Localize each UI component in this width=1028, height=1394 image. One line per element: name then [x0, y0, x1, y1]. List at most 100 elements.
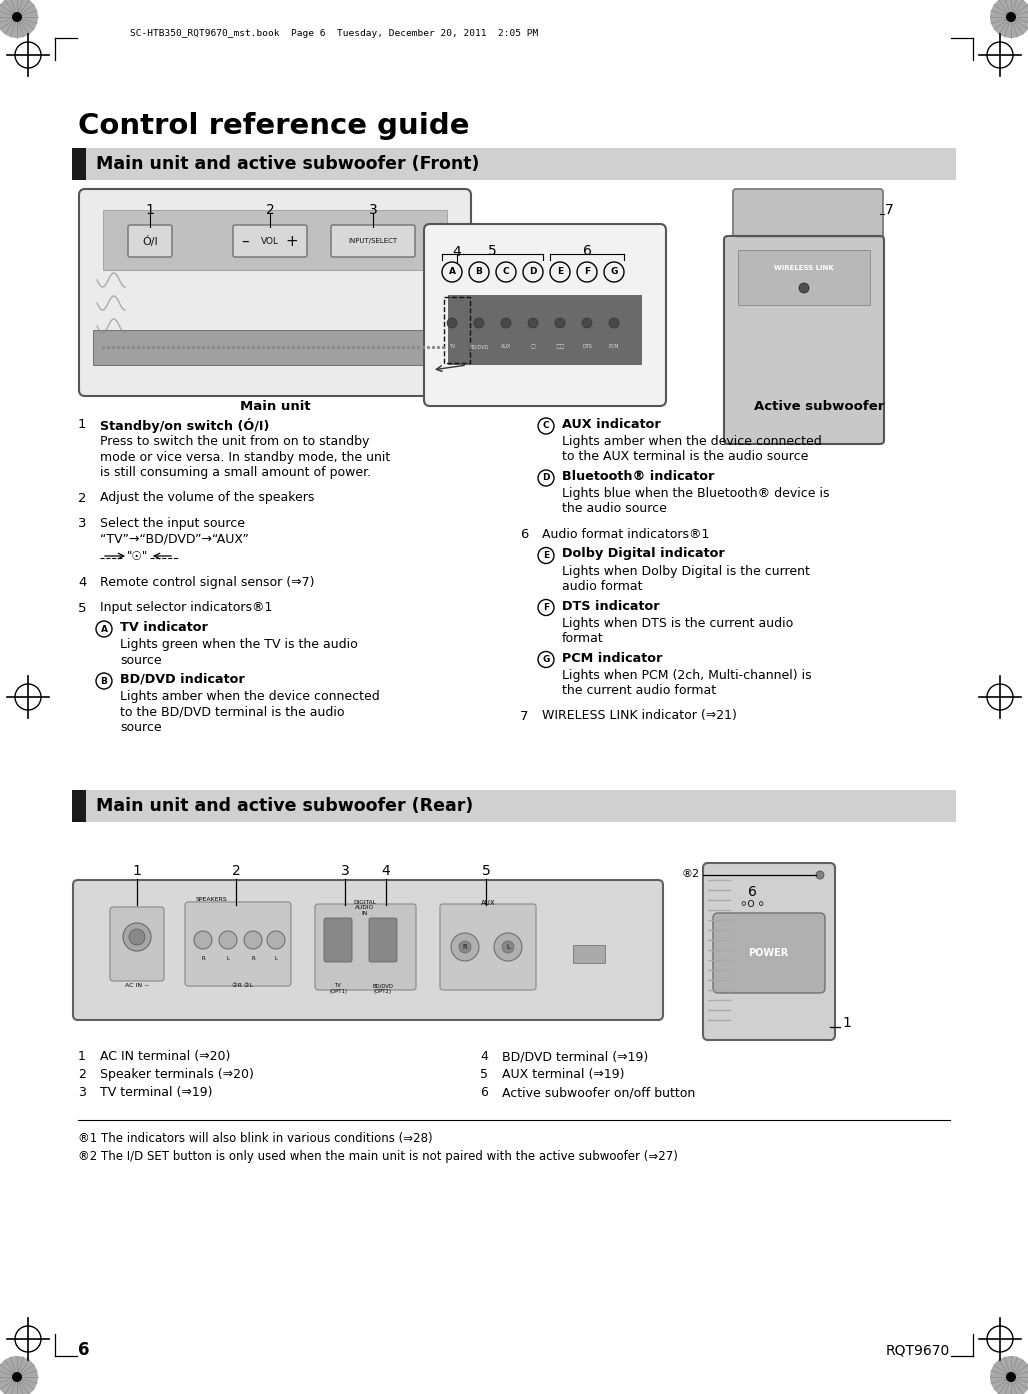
- Text: D: D: [529, 268, 537, 276]
- Text: R: R: [251, 955, 255, 960]
- Text: TV
(OPT1): TV (OPT1): [329, 983, 347, 994]
- Text: the current audio format: the current audio format: [562, 684, 717, 697]
- Text: DIGITAL
AUDIO
IN: DIGITAL AUDIO IN: [354, 901, 376, 916]
- FancyBboxPatch shape: [128, 224, 172, 256]
- Bar: [72, 790, 956, 822]
- Text: 2: 2: [78, 1068, 86, 1080]
- Circle shape: [128, 928, 145, 945]
- Text: to the BD/DVD terminal is the audio: to the BD/DVD terminal is the audio: [120, 705, 344, 718]
- Text: source: source: [120, 654, 161, 666]
- Circle shape: [12, 1372, 22, 1381]
- Text: WIRELESS LINK: WIRELESS LINK: [774, 265, 834, 270]
- Text: 7: 7: [520, 710, 528, 722]
- Text: L: L: [226, 955, 229, 960]
- Text: Standby/on switch (Ó/I): Standby/on switch (Ó/I): [100, 418, 269, 434]
- Text: ⚪O ⚪: ⚪O ⚪: [739, 901, 765, 909]
- Text: A: A: [448, 268, 455, 276]
- Circle shape: [582, 318, 592, 328]
- Text: 6: 6: [747, 885, 757, 899]
- Text: Adjust the volume of the speakers: Adjust the volume of the speakers: [100, 492, 315, 505]
- Text: Press to switch the unit from on to standby: Press to switch the unit from on to stan…: [100, 435, 369, 447]
- Text: the audio source: the audio source: [562, 502, 667, 516]
- Circle shape: [990, 0, 1028, 38]
- Text: 2: 2: [231, 864, 241, 878]
- Text: BD/DVD
(OPT2): BD/DVD (OPT2): [372, 983, 394, 994]
- Circle shape: [447, 318, 457, 328]
- Text: SPEAKERS: SPEAKERS: [196, 896, 228, 902]
- Text: BD/DVD indicator: BD/DVD indicator: [120, 673, 245, 686]
- Circle shape: [0, 1356, 38, 1394]
- Circle shape: [501, 318, 511, 328]
- Bar: [448, 296, 642, 365]
- Text: 1: 1: [842, 1016, 851, 1030]
- Text: Audio format indicators®1: Audio format indicators®1: [542, 528, 709, 541]
- Text: Dolby Digital indicator: Dolby Digital indicator: [562, 548, 725, 560]
- Text: 1: 1: [133, 864, 142, 878]
- FancyBboxPatch shape: [110, 907, 164, 981]
- Text: –: –: [241, 234, 249, 248]
- Text: G: G: [543, 655, 550, 664]
- FancyBboxPatch shape: [733, 190, 883, 250]
- Circle shape: [123, 923, 151, 951]
- Text: +: +: [285, 234, 298, 248]
- Circle shape: [458, 941, 471, 953]
- Text: B: B: [476, 268, 482, 276]
- Text: 1: 1: [146, 204, 154, 217]
- FancyBboxPatch shape: [73, 880, 663, 1020]
- Text: 3: 3: [78, 517, 86, 530]
- Text: 7: 7: [885, 204, 893, 217]
- Text: 5: 5: [78, 601, 86, 615]
- Text: ®1 The indicators will also blink in various conditions (⇒28): ®1 The indicators will also blink in var…: [78, 1132, 433, 1144]
- Circle shape: [1006, 13, 1016, 22]
- Circle shape: [528, 318, 538, 328]
- Text: Active subwoofer on/off button: Active subwoofer on/off button: [502, 1086, 695, 1098]
- Text: DTS: DTS: [582, 344, 592, 350]
- Text: VOL: VOL: [261, 237, 279, 245]
- Text: DTS indicator: DTS indicator: [562, 599, 660, 612]
- Text: Lights amber when the device connected: Lights amber when the device connected: [562, 435, 821, 447]
- Text: 5: 5: [482, 864, 490, 878]
- Bar: [103, 210, 447, 270]
- Text: AUX: AUX: [501, 344, 511, 350]
- Text: E: E: [543, 551, 549, 560]
- Text: WIRELESS LINK indicator (⇒21): WIRELESS LINK indicator (⇒21): [542, 710, 737, 722]
- Text: PCM: PCM: [609, 344, 619, 350]
- Text: E: E: [557, 268, 563, 276]
- Text: RQT9670: RQT9670: [886, 1342, 950, 1356]
- Text: POWER: POWER: [748, 948, 788, 958]
- Text: 6: 6: [520, 528, 528, 541]
- Text: Main unit and active subwoofer (Rear): Main unit and active subwoofer (Rear): [96, 797, 473, 815]
- Text: Lights amber when the device connected: Lights amber when the device connected: [120, 690, 379, 703]
- FancyBboxPatch shape: [324, 919, 352, 962]
- FancyBboxPatch shape: [440, 903, 536, 990]
- Text: Main unit and active subwoofer (Front): Main unit and active subwoofer (Front): [96, 155, 479, 173]
- Text: BD/DVD: BD/DVD: [469, 344, 488, 350]
- Circle shape: [816, 871, 824, 880]
- Text: "☉": "☉": [127, 549, 149, 563]
- Text: audio format: audio format: [562, 580, 642, 592]
- Text: 2: 2: [78, 492, 86, 505]
- Text: Main unit: Main unit: [240, 400, 310, 413]
- Text: F: F: [584, 268, 590, 276]
- Circle shape: [0, 0, 38, 38]
- Text: Lights when DTS is the current audio: Lights when DTS is the current audio: [562, 616, 794, 630]
- FancyBboxPatch shape: [331, 224, 415, 256]
- Text: C: C: [503, 268, 509, 276]
- Text: 6: 6: [480, 1086, 488, 1098]
- Text: A: A: [101, 625, 108, 633]
- Text: AUX: AUX: [481, 901, 495, 906]
- Bar: [444, 297, 470, 362]
- Text: AUX terminal (⇒19): AUX terminal (⇒19): [502, 1068, 624, 1080]
- Bar: [93, 330, 457, 365]
- FancyBboxPatch shape: [724, 236, 884, 445]
- Text: □: □: [530, 344, 536, 350]
- Text: 3: 3: [78, 1086, 86, 1098]
- Bar: [738, 250, 870, 305]
- Text: TV terminal (⇒19): TV terminal (⇒19): [100, 1086, 213, 1098]
- Text: 3: 3: [340, 864, 350, 878]
- Text: Lights green when the TV is the audio: Lights green when the TV is the audio: [120, 638, 358, 651]
- Circle shape: [12, 13, 22, 22]
- FancyBboxPatch shape: [315, 903, 416, 990]
- Text: Select the input source: Select the input source: [100, 517, 245, 530]
- Text: Ó/I: Ó/I: [142, 236, 158, 247]
